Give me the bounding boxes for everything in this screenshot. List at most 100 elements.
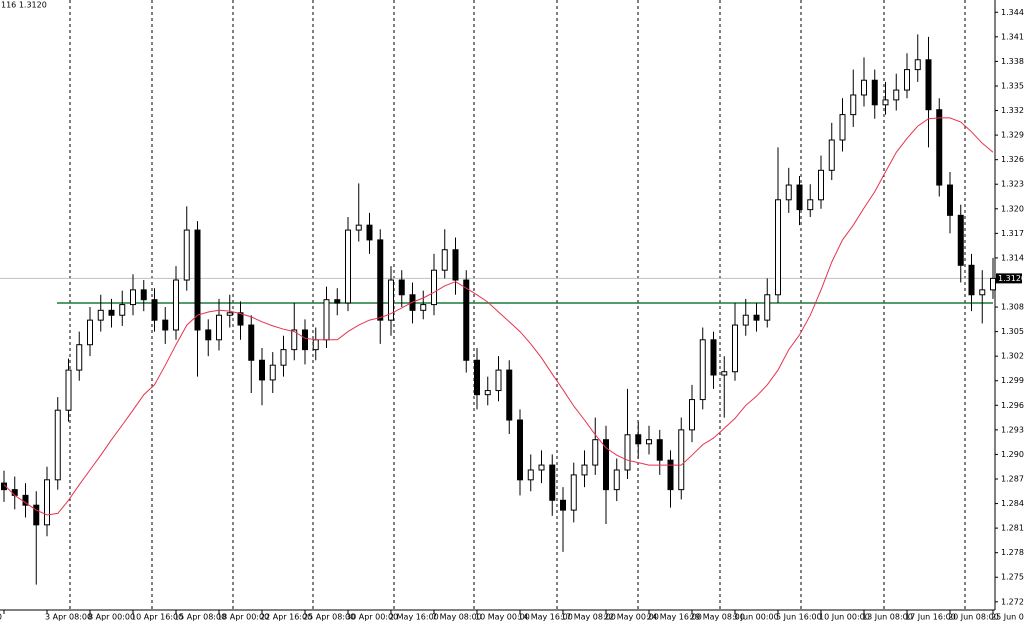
candle-body bbox=[581, 464, 588, 476]
candle-body bbox=[302, 329, 308, 351]
x-tick-label: 10 Apr 16:00 bbox=[131, 613, 183, 622]
candle-body bbox=[957, 214, 964, 266]
x-tick-label: 10 Jun 00:00 bbox=[819, 613, 870, 622]
candle-body bbox=[130, 289, 136, 306]
y-tick-label: 1.3415 bbox=[1001, 32, 1024, 41]
x-tick-label: 15 Apr 08:00 bbox=[174, 613, 226, 622]
candle-body bbox=[22, 494, 29, 506]
candle-body bbox=[366, 224, 373, 241]
candle-body bbox=[828, 139, 835, 171]
x-tick-label: 25 Jun 00:00 bbox=[991, 613, 1024, 622]
candle-body bbox=[452, 249, 459, 281]
candle-body bbox=[119, 304, 126, 316]
candle-body bbox=[441, 249, 448, 271]
candle-body bbox=[205, 329, 212, 341]
y-tick-label: 1.2935 bbox=[1001, 425, 1024, 434]
candle-body bbox=[484, 390, 491, 396]
candle-body bbox=[495, 369, 502, 392]
candle-body bbox=[65, 369, 72, 411]
candle-body bbox=[861, 79, 867, 96]
candle-body bbox=[882, 99, 889, 106]
current-price-box bbox=[996, 273, 1022, 284]
candle-body bbox=[226, 312, 233, 316]
candle-body bbox=[431, 269, 437, 306]
candle-body bbox=[345, 229, 351, 304]
candle-body bbox=[947, 184, 953, 216]
x-tick-label: 2 May 16:00 bbox=[389, 613, 439, 622]
y-tick-label: 1.2815 bbox=[1001, 524, 1024, 533]
y-tick-label: 1.3175 bbox=[1001, 229, 1024, 238]
candle-body bbox=[936, 109, 943, 186]
candle-body bbox=[785, 184, 792, 201]
x-tick-label: 8 Apr 00:00 bbox=[88, 613, 135, 622]
candle-body bbox=[377, 239, 384, 321]
candle-body bbox=[624, 434, 631, 471]
candle-body bbox=[1, 482, 7, 491]
x-tick-label: 17 Jun 16:00 bbox=[905, 613, 956, 622]
candle-body bbox=[689, 399, 695, 431]
candle-body bbox=[990, 277, 996, 291]
y-tick-label: 1.2995 bbox=[1001, 376, 1024, 385]
x-tick-label: 13 Jun 08:00 bbox=[862, 613, 913, 622]
candle-body bbox=[162, 319, 169, 331]
candle-body bbox=[839, 114, 846, 141]
x-tick-label: 22 May 00:00 bbox=[604, 613, 659, 622]
candle-body bbox=[775, 199, 781, 296]
x-tick-label: 24 May 16:00 bbox=[647, 613, 702, 622]
candle-body bbox=[33, 504, 40, 526]
candle-body bbox=[108, 309, 115, 316]
y-tick-label: 1.2965 bbox=[1001, 401, 1024, 410]
candle-body bbox=[269, 364, 276, 381]
y-tick-label: 1.3445 bbox=[1001, 8, 1024, 17]
candle-body bbox=[925, 59, 932, 111]
y-tick-label: 1.2785 bbox=[1001, 548, 1024, 557]
y-tick-label: 1.3205 bbox=[1001, 204, 1024, 213]
x-tick-label: 3 Jun 00:00 bbox=[733, 613, 779, 622]
candle-body bbox=[248, 324, 255, 361]
candle-body bbox=[742, 314, 749, 326]
y-tick-label: 1.3055 bbox=[1001, 327, 1024, 336]
candle-body bbox=[904, 69, 910, 91]
x-tick-label: 17 May 08:00 bbox=[561, 613, 616, 622]
x-tick-label: 29 May 08:00 bbox=[690, 613, 745, 622]
candle-body bbox=[527, 469, 534, 481]
candle-body bbox=[613, 469, 620, 491]
candle-body bbox=[323, 299, 330, 341]
candle-body bbox=[850, 94, 857, 116]
candle-body bbox=[635, 434, 642, 445]
x-tick-label: 3 Apr 08:00 bbox=[45, 613, 92, 622]
candle-body bbox=[968, 264, 975, 296]
candle-body bbox=[893, 89, 900, 101]
x-tick-label: 30 Apr 00:00 bbox=[346, 613, 398, 622]
x-tick-label: 10 May 00:00 bbox=[475, 613, 530, 622]
candle-body bbox=[517, 419, 523, 481]
candle-body bbox=[44, 479, 50, 526]
candle-body bbox=[388, 279, 394, 321]
y-tick-label: 1.3325 bbox=[1001, 106, 1024, 115]
candle-body bbox=[76, 344, 83, 371]
y-tick-label: 1.3235 bbox=[1001, 180, 1024, 189]
current-price-label: 1.3120 bbox=[998, 274, 1024, 283]
x-tick-label: 5 Jun 16:00 bbox=[776, 613, 822, 622]
y-tick-label: 1.3265 bbox=[1001, 155, 1024, 164]
candle-body bbox=[87, 319, 93, 346]
candle-body bbox=[334, 299, 341, 304]
candle-body bbox=[259, 359, 265, 381]
y-tick-label: 1.2905 bbox=[1001, 450, 1024, 459]
y-tick-label: 1.3085 bbox=[1001, 303, 1024, 312]
candle-body bbox=[140, 289, 147, 301]
y-tick-label: 1.2875 bbox=[1001, 474, 1024, 483]
candle-body bbox=[603, 439, 609, 491]
y-tick-label: 1.3385 bbox=[1001, 57, 1024, 66]
candle-body bbox=[667, 459, 674, 491]
y-tick-label: 1.3355 bbox=[1001, 81, 1024, 90]
candle-body bbox=[871, 79, 878, 106]
x-tick-label: 25 Apr 08:00 bbox=[303, 613, 355, 622]
candle-body bbox=[420, 304, 427, 311]
x-tick-label: 14 May 16:00 bbox=[518, 613, 573, 622]
candle-body bbox=[807, 199, 814, 211]
candle-body bbox=[592, 439, 599, 466]
y-tick-label: 1.2725 bbox=[1001, 597, 1024, 606]
candle-body bbox=[280, 349, 287, 366]
